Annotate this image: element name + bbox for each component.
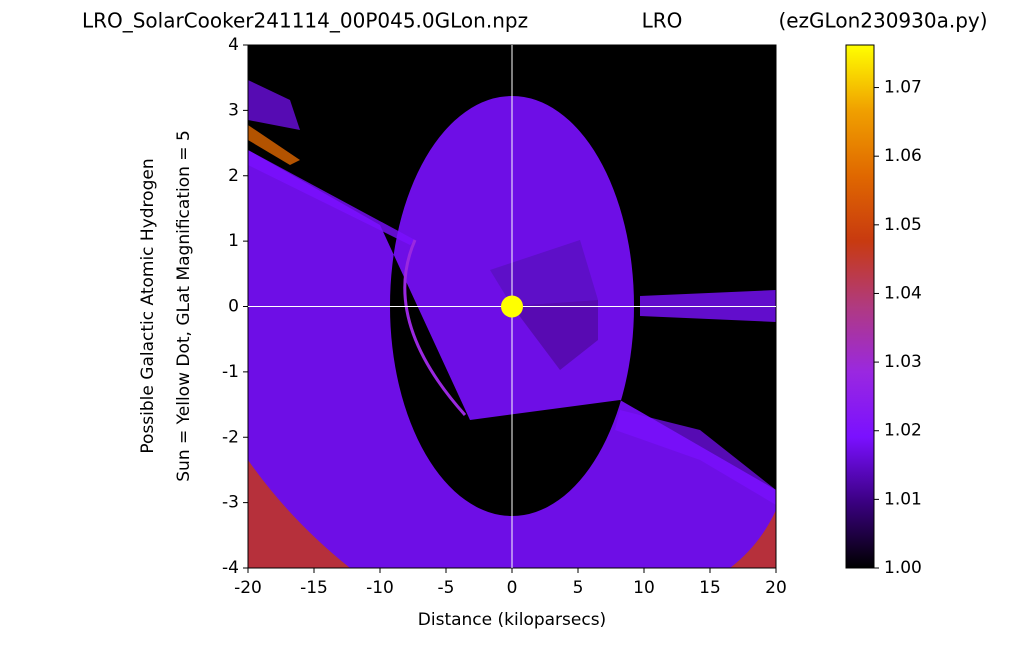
y-tick-label: 4 xyxy=(228,35,239,55)
colorbar-tick-label: 1.01 xyxy=(884,489,922,509)
y-tick-label: -4 xyxy=(222,558,239,578)
x-tick-label: -20 xyxy=(234,578,262,598)
x-tick-label: -15 xyxy=(300,578,328,598)
title-center: LRO xyxy=(642,9,683,33)
y-tick-label: -2 xyxy=(222,427,239,447)
x-tick-label: 0 xyxy=(507,578,518,598)
y-tick-label: -3 xyxy=(222,493,239,513)
x-tick-label: -5 xyxy=(438,578,455,598)
y-tick-label: 3 xyxy=(228,100,239,120)
colorbar-tick-label: 1.03 xyxy=(884,352,922,372)
colorbar-tick-label: 1.07 xyxy=(884,78,922,98)
colorbar-tick-label: 1.06 xyxy=(884,146,922,166)
x-tick-label: -10 xyxy=(366,578,394,598)
y-axis-label: Sun = Yellow Dot, GLat Magnification = 5 xyxy=(174,130,194,482)
title-left: LRO_SolarCooker241114_00P045.0GLon.npz xyxy=(82,9,528,33)
y-tick-label: -1 xyxy=(222,362,239,382)
colorbar-tick-label: 1.04 xyxy=(884,283,922,303)
y-tick-label: 1 xyxy=(228,231,239,251)
title-right: (ezGLon230930a.py) xyxy=(778,9,987,33)
colorbar xyxy=(845,44,875,569)
y-axis-label: Possible Galactic Atomic Hydrogen xyxy=(138,158,158,453)
x-tick-label: 5 xyxy=(573,578,584,598)
colorbar-tick-label: 1.00 xyxy=(884,558,922,578)
y-tick-label: 0 xyxy=(228,297,239,317)
colorbar-tick-label: 1.02 xyxy=(884,421,922,441)
sun-point xyxy=(501,295,523,318)
y-tick-label: 2 xyxy=(228,166,239,186)
colorbar-tick-label: 1.05 xyxy=(884,215,922,235)
x-axis-label: Distance (kiloparsecs) xyxy=(418,610,606,630)
x-tick-label: 20 xyxy=(765,578,787,598)
x-tick-label: 10 xyxy=(633,578,655,598)
x-tick-label: 15 xyxy=(699,578,721,598)
